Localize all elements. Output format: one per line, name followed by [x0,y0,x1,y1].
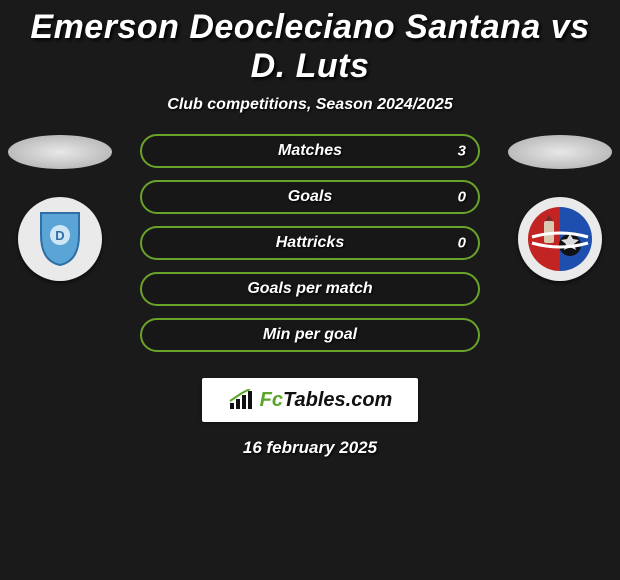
player-left-club-badge: D [18,197,102,281]
subtitle: Club competitions, Season 2024/2025 [0,90,620,132]
stat-value-right: 0 [458,235,466,252]
stat-label: Matches [278,142,342,160]
player-right-avatar-placeholder [508,135,612,169]
player-right-club-badge [518,197,602,281]
stat-label: Goals per match [247,280,372,298]
stat-row: Min per goal [140,318,480,352]
shield-icon: D [37,211,83,267]
brand-suffix: Tables.com [283,389,392,412]
infographic-card: Emerson Deocleciano Santana vs D. Luts C… [0,0,620,458]
stat-rows: Matches 3 Goals 0 Hattricks 0 Goals per match M… [140,134,480,364]
brand-prefix: Fc [260,389,283,412]
stat-label: Hattricks [276,234,344,252]
snapshot-date: 16 february 2025 [0,422,620,458]
brand-text: FcTables.com [260,389,393,412]
player-right-column [500,132,620,362]
club-shield-left: D [37,211,83,267]
page-title: Emerson Deocleciano Santana vs D. Luts [0,0,620,90]
stat-row: Goals per match [140,272,480,306]
player-left-avatar-placeholder [8,135,112,169]
stat-row: Goals 0 [140,180,480,214]
shield-letter: D [55,228,64,243]
stat-row: Matches 3 [140,134,480,168]
stat-value-right: 0 [458,189,466,206]
comparison-main: D Matches 3 Goals 0 Hattricks 0 Goals per matc… [0,132,620,372]
club-crest-icon [524,203,596,275]
stat-row: Hattricks 0 [140,226,480,260]
brand-attribution: FcTables.com [202,378,418,422]
stat-label: Min per goal [263,326,357,344]
bar-chart-icon [228,389,256,411]
stat-value-right: 3 [458,143,466,160]
player-left-column: D [0,132,120,362]
stat-label: Goals [288,188,332,206]
